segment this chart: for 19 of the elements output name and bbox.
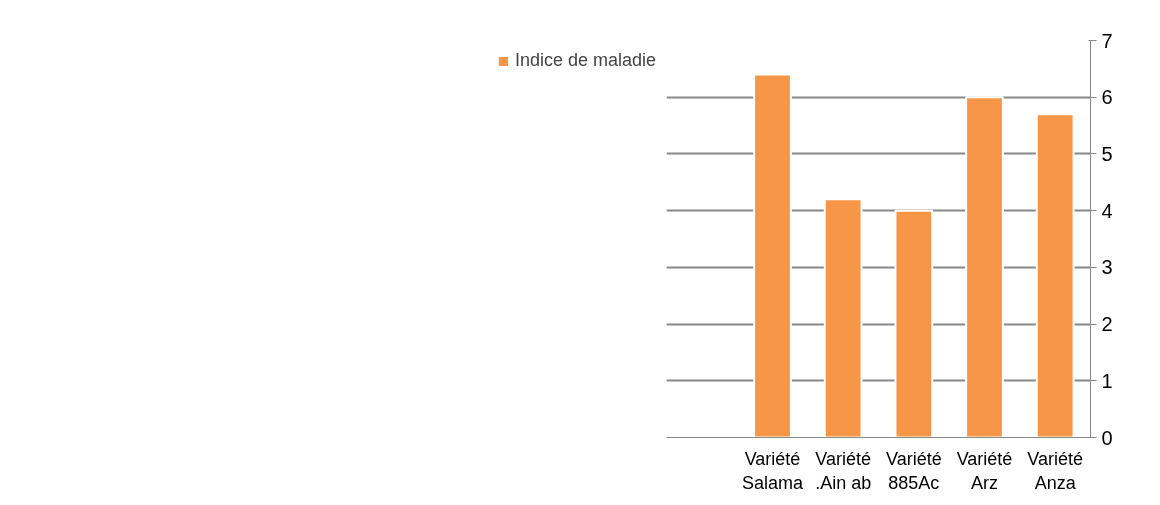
bar [1035,113,1075,438]
bar [894,209,934,438]
y-tick-label: 5 [1101,142,1113,165]
bar [823,198,863,438]
x-tick-label: Variété 885Ac [885,448,942,493]
x-tick-label: Variété Anza [1027,448,1084,493]
y-tick-label: 1 [1101,369,1113,392]
y-tick-label: 4 [1101,199,1113,222]
y-tick-label: 2 [1101,313,1113,336]
bar [965,96,1004,438]
x-tick-label: Variété Arz [956,448,1013,493]
y-tick-label: 7 [1101,29,1113,52]
y-tick-label: 6 [1101,86,1113,109]
x-tick-label: Variété .Ain ab [815,448,872,493]
legend-label: Indice de maladie [514,50,656,71]
y-tick-label: 3 [1101,256,1113,279]
y-tick-label: 0 [1101,426,1113,449]
bar [753,73,792,438]
x-tick-label: Variété Salama [741,448,804,493]
